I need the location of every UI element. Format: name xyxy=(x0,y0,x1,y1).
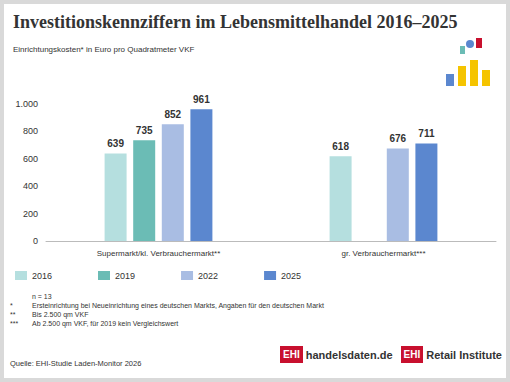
svg-text:961: 961 xyxy=(193,94,210,105)
svg-text:2022: 2022 xyxy=(198,271,218,281)
html-text:Ab 2.500 qm VKF, für 2019 kein: Ab 2.500 qm VKF, für 2019 kein Vergleich… xyxy=(32,320,179,327)
svg-text:2025: 2025 xyxy=(281,271,301,281)
html-text:n = 13: n = 13 xyxy=(32,293,52,300)
svg-text:gr. Verbrauchermarkt***: gr. Verbrauchermarkt*** xyxy=(341,249,425,258)
html-text:Bis 2.500 qm VKF: Bis 2.500 qm VKF xyxy=(32,311,89,318)
svg-text:Einrichtungskosten* in Euro pr: Einrichtungskosten* in Euro pro Quadratm… xyxy=(13,45,195,54)
html-text:Retail Institute: Retail Institute xyxy=(426,348,502,361)
svg-text:2016: 2016 xyxy=(32,271,52,281)
svg-text:618: 618 xyxy=(332,141,349,152)
svg-text:200: 200 xyxy=(23,209,38,219)
svg-text:800: 800 xyxy=(23,126,38,136)
svg-text:676: 676 xyxy=(389,133,406,144)
svg-text:735: 735 xyxy=(136,125,153,136)
svg-text:2019: 2019 xyxy=(115,271,135,281)
svg-text:639: 639 xyxy=(107,138,124,149)
svg-text:852: 852 xyxy=(164,109,181,120)
html-text:Ersteinrichtung bei Neueinrich: Ersteinrichtung bei Neueinrichtung eines… xyxy=(32,302,324,309)
svg-text:0: 0 xyxy=(33,236,38,246)
svg-text:400: 400 xyxy=(23,181,38,191)
html-text:handelsdaten.de: handelsdaten.de xyxy=(305,348,393,361)
svg-text:711: 711 xyxy=(418,128,435,139)
svg-text:Investitionskennziffern im Leb: Investitionskennziffern im Lebensmittelh… xyxy=(13,12,458,32)
html-text:EHI: EHI xyxy=(283,349,300,360)
svg-text:600: 600 xyxy=(23,154,38,164)
svg-text:Supermarkt/kl. Verbrauchermark: Supermarkt/kl. Verbrauchermarkt** xyxy=(97,249,221,258)
svg-text:1.000: 1.000 xyxy=(15,99,38,109)
html-text:Quelle: EHI-Studie Laden-Monit: Quelle: EHI-Studie Laden-Monitor 2026 xyxy=(10,359,142,368)
html-text:EHI: EHI xyxy=(403,349,421,360)
